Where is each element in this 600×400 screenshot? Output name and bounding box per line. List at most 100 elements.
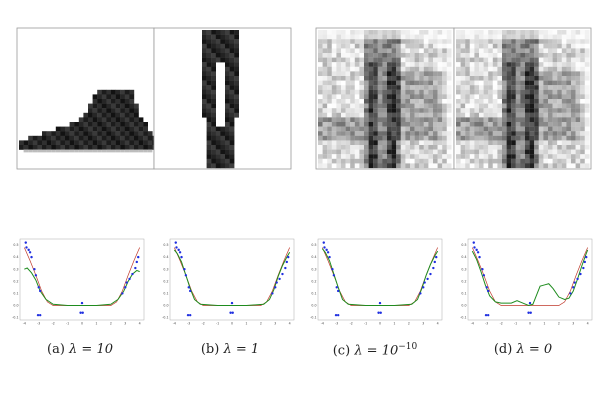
data-point: [472, 241, 475, 244]
y-tick-label: -0.1: [460, 316, 466, 320]
x-tick-label: 0: [379, 322, 381, 326]
y-tick-label: 0.0: [311, 304, 316, 308]
data-point: [134, 266, 137, 270]
x-tick-label: -3: [37, 322, 40, 326]
y-tick-label: 0.3: [13, 267, 18, 271]
caption-tag: (c): [332, 343, 351, 359]
data-point: [178, 251, 182, 254]
data-point: [378, 301, 382, 305]
data-point: [186, 313, 190, 317]
x-tick-label: 4: [289, 322, 291, 326]
data-point: [583, 260, 586, 264]
x-tick-label: -4: [471, 322, 474, 326]
x-tick-label: -4: [173, 322, 176, 326]
data-point: [180, 255, 183, 259]
data-point: [432, 266, 435, 270]
data-point: [585, 255, 588, 259]
x-tick-label: 0: [231, 322, 233, 326]
image-panel-boot: [16, 27, 158, 170]
x-tick-label: -3: [335, 322, 338, 326]
data-point: [121, 292, 124, 295]
data-point: [80, 301, 84, 305]
data-point: [79, 311, 82, 314]
data-point: [38, 313, 42, 317]
data-point: [36, 313, 40, 317]
data-point: [230, 301, 234, 305]
data-point: [30, 255, 33, 259]
caption-tag: (d): [493, 342, 513, 357]
x-tick-label: 0: [81, 322, 83, 326]
data-point: [188, 289, 192, 293]
data-point: [484, 313, 488, 317]
x-tick-label: -3: [187, 322, 190, 326]
data-point: [331, 268, 334, 271]
x-tick-label: 1: [393, 322, 395, 326]
data-point: [81, 311, 84, 314]
y-tick-label: 0.0: [163, 304, 168, 308]
data-point: [285, 260, 288, 264]
caption-body: λ = 10: [69, 342, 113, 357]
plot-frame: [317, 238, 443, 321]
y-tick-label: 0.4: [163, 255, 168, 259]
data-point: [325, 248, 328, 252]
data-point: [231, 311, 234, 314]
data-point: [287, 255, 290, 259]
x-tick-label: -1: [514, 322, 517, 326]
caption-d: (d) λ = 0: [448, 342, 598, 357]
plot-frame: [19, 238, 145, 321]
data-point: [334, 313, 338, 317]
data-point: [38, 289, 42, 293]
data-point: [476, 251, 480, 254]
caption-body: λ = 0: [516, 342, 553, 357]
y-tick-label: -0.1: [310, 316, 316, 320]
x-tick-label: 2: [260, 322, 262, 326]
data-point: [135, 260, 138, 264]
data-point: [433, 260, 436, 264]
data-point: [528, 301, 532, 305]
data-point: [336, 289, 340, 293]
data-point: [435, 255, 438, 259]
data-point: [529, 311, 532, 314]
y-tick-label: 0.3: [311, 267, 316, 271]
caption-exponent: −10: [398, 342, 418, 352]
image-panel-noisy-2: [453, 27, 592, 170]
x-tick-label: -3: [485, 322, 488, 326]
x-tick-label: 3: [124, 322, 126, 326]
plot-lambda-10: 0.5 0.4 0.3 0.2 0.1 0.0 -0.1 -4 -3 -2 -1 0 1 2 3 4: [12, 238, 145, 326]
image-panel-trousers: [153, 27, 292, 170]
data-point: [473, 246, 476, 249]
y-tick-label: 0.5: [13, 243, 18, 247]
y-tick-label: -0.1: [12, 316, 18, 320]
data-point: [486, 289, 490, 293]
data-point: [485, 286, 488, 289]
x-tick-label: 3: [274, 322, 276, 326]
x-tick-label: -1: [66, 322, 69, 326]
x-tick-label: 4: [139, 322, 141, 326]
data-point: [284, 266, 287, 270]
caption-body: λ = 10: [354, 343, 399, 359]
data-point: [34, 274, 38, 277]
data-point: [478, 255, 481, 259]
x-tick-label: -2: [202, 322, 205, 326]
series-line: [173, 249, 291, 306]
data-point: [429, 272, 432, 276]
x-tick-label: -4: [321, 322, 324, 326]
data-point: [326, 251, 330, 254]
y-tick-label: 0.2: [461, 279, 466, 283]
series-line: [471, 249, 589, 307]
data-point: [569, 292, 572, 295]
data-point: [423, 281, 426, 284]
data-point: [131, 272, 134, 276]
data-point: [188, 313, 192, 317]
data-point: [183, 268, 186, 271]
data-point: [177, 248, 180, 252]
data-point: [323, 246, 326, 249]
data-point: [281, 272, 284, 276]
data-point: [482, 274, 486, 277]
y-tick-label: 0.1: [13, 292, 18, 296]
y-tick-label: 0.1: [311, 292, 316, 296]
x-tick-label: 0: [529, 322, 531, 326]
data-point: [278, 277, 281, 281]
data-point: [274, 286, 277, 289]
x-tick-label: -1: [216, 322, 219, 326]
